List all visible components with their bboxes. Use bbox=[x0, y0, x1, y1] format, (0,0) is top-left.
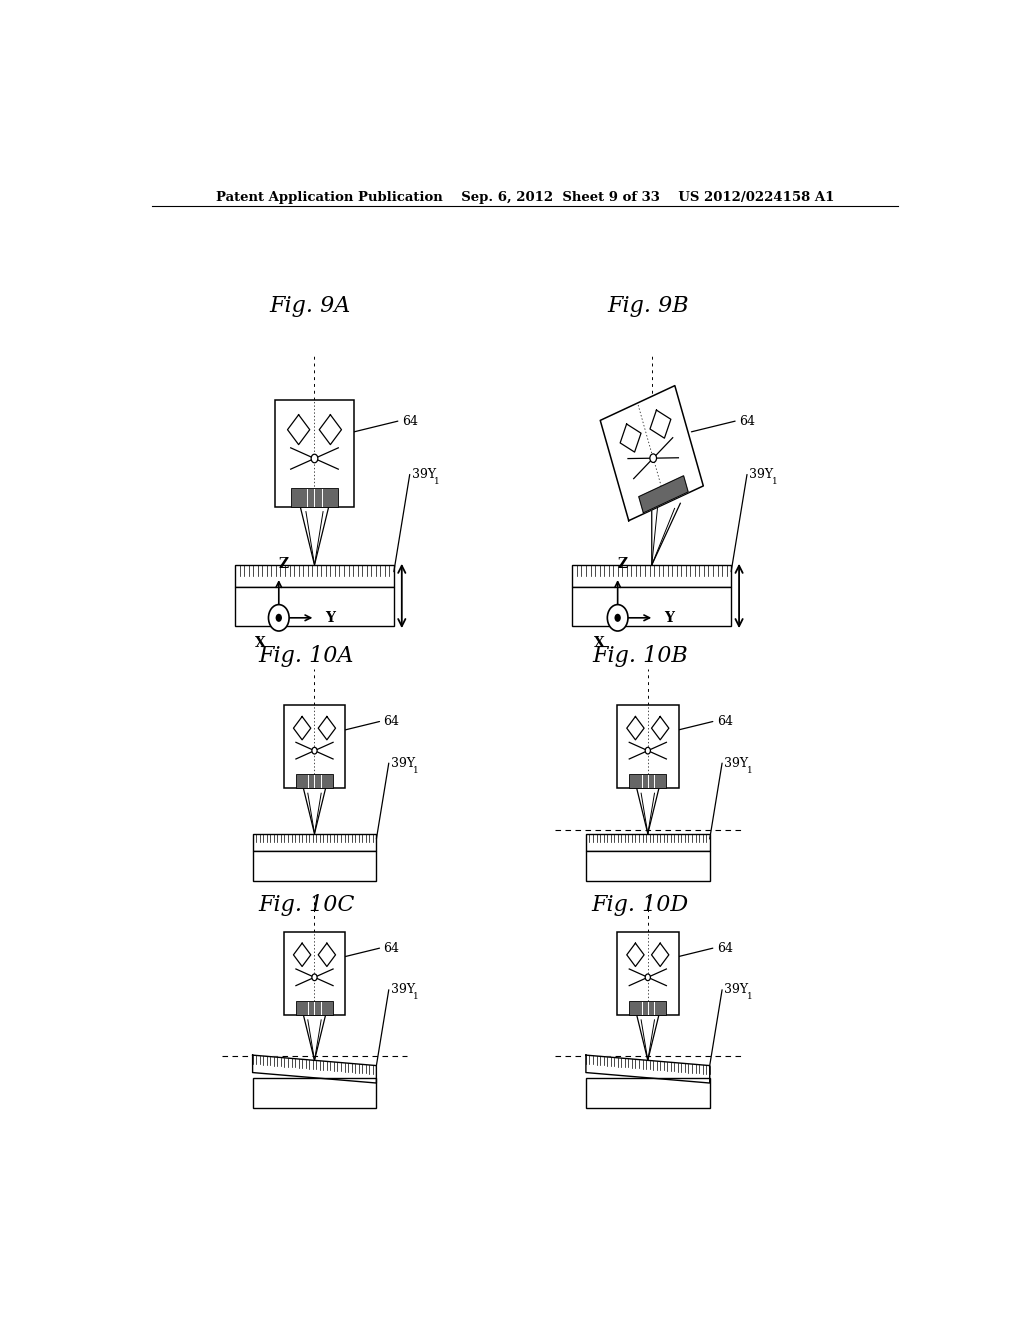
Bar bbox=[586, 1078, 710, 1107]
Text: 39Y: 39Y bbox=[391, 983, 416, 997]
Bar bbox=[284, 932, 345, 1015]
Text: 64: 64 bbox=[717, 715, 733, 729]
Text: Fig. 10A: Fig. 10A bbox=[259, 645, 354, 668]
Text: Patent Application Publication    Sep. 6, 2012  Sheet 9 of 33    US 2012/0224158: Patent Application Publication Sep. 6, 2… bbox=[216, 191, 834, 203]
Bar bbox=[629, 1001, 667, 1015]
Text: Fig. 10B: Fig. 10B bbox=[592, 645, 688, 668]
Bar bbox=[586, 834, 710, 851]
Bar bbox=[616, 932, 679, 1015]
Text: 64: 64 bbox=[383, 941, 399, 954]
Circle shape bbox=[645, 974, 650, 981]
Text: Fig. 9B: Fig. 9B bbox=[607, 294, 688, 317]
Polygon shape bbox=[586, 1055, 710, 1082]
Text: 39Y: 39Y bbox=[724, 983, 749, 997]
Text: 1: 1 bbox=[746, 766, 753, 775]
Text: Z: Z bbox=[617, 557, 628, 572]
Polygon shape bbox=[600, 385, 703, 520]
Circle shape bbox=[312, 747, 317, 754]
Polygon shape bbox=[253, 1055, 377, 1082]
Bar bbox=[253, 834, 377, 851]
Circle shape bbox=[614, 614, 621, 622]
Text: 39Y: 39Y bbox=[412, 469, 436, 480]
Text: 64: 64 bbox=[401, 414, 418, 428]
Text: Y: Y bbox=[664, 611, 674, 624]
Text: Z: Z bbox=[279, 557, 289, 572]
Text: Fig. 10D: Fig. 10D bbox=[591, 895, 688, 916]
Text: 39Y: 39Y bbox=[724, 756, 749, 770]
Text: X: X bbox=[255, 636, 266, 651]
Text: Fig. 9A: Fig. 9A bbox=[270, 294, 351, 317]
Text: 64: 64 bbox=[739, 414, 755, 428]
Bar bbox=[291, 488, 338, 507]
Text: 39Y: 39Y bbox=[750, 469, 773, 480]
Text: 1: 1 bbox=[414, 993, 419, 1002]
Circle shape bbox=[607, 605, 628, 631]
Bar bbox=[253, 851, 377, 882]
Text: 1: 1 bbox=[434, 477, 440, 486]
Bar bbox=[274, 400, 354, 507]
Bar bbox=[253, 1078, 377, 1107]
Text: Y: Y bbox=[325, 611, 335, 624]
Text: 1: 1 bbox=[746, 993, 753, 1002]
Text: 1: 1 bbox=[772, 477, 777, 486]
Circle shape bbox=[311, 454, 317, 463]
Text: 39Y: 39Y bbox=[391, 756, 416, 770]
Text: 1: 1 bbox=[414, 766, 419, 775]
Text: X: X bbox=[594, 636, 605, 651]
Circle shape bbox=[312, 974, 317, 981]
Bar bbox=[284, 705, 345, 788]
Circle shape bbox=[645, 747, 650, 754]
Circle shape bbox=[268, 605, 289, 631]
Bar bbox=[586, 851, 710, 882]
Circle shape bbox=[275, 614, 282, 622]
Text: Fig. 10C: Fig. 10C bbox=[258, 895, 354, 916]
Circle shape bbox=[650, 454, 656, 462]
Text: 64: 64 bbox=[717, 941, 733, 954]
Bar bbox=[296, 1001, 333, 1015]
Bar bbox=[236, 565, 394, 587]
Text: 64: 64 bbox=[383, 715, 399, 729]
Bar bbox=[616, 705, 679, 788]
Bar bbox=[629, 774, 667, 788]
Bar bbox=[572, 565, 731, 587]
Bar bbox=[572, 587, 731, 626]
Polygon shape bbox=[639, 475, 688, 512]
Bar bbox=[296, 774, 333, 788]
Bar bbox=[236, 587, 394, 626]
